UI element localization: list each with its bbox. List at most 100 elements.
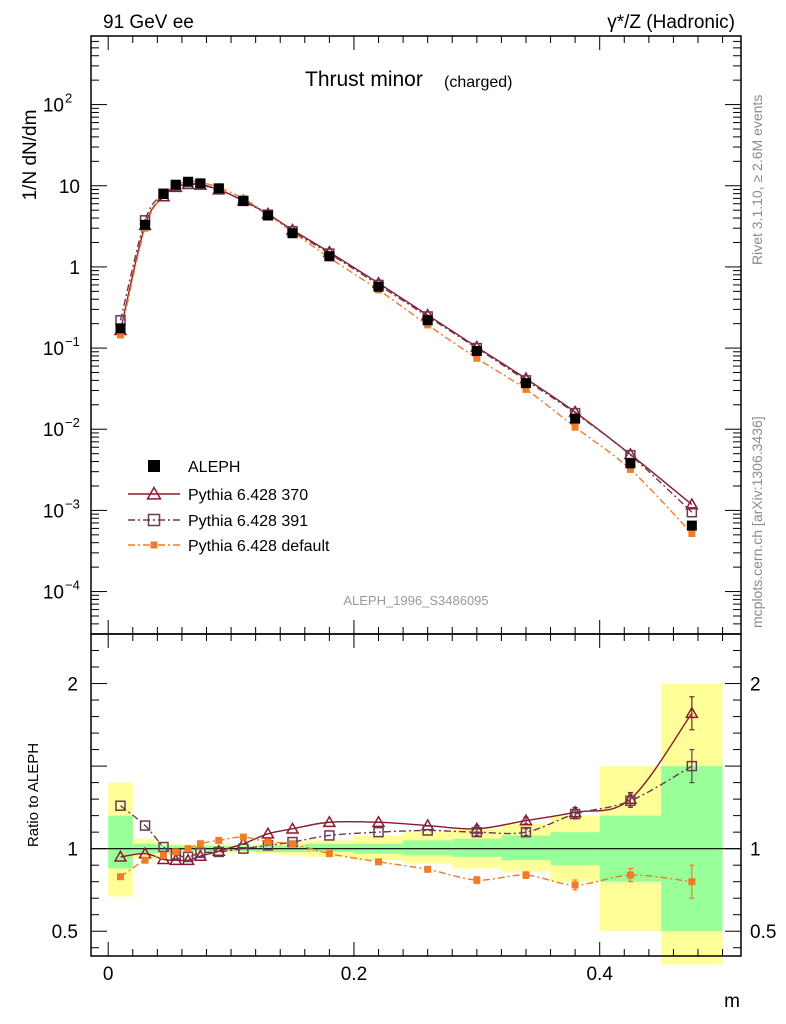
main-y-axis-label: 1/N dN/dm <box>20 110 41 201</box>
ratio-data-point <box>626 871 634 879</box>
main-y-tick-label: 10 <box>43 420 64 441</box>
ratio-data-point <box>625 795 636 807</box>
main-y-tick-exponent: −3 <box>65 496 80 511</box>
ratio-data-point <box>371 815 386 828</box>
legend-marker <box>147 513 161 527</box>
legend-marker <box>150 541 158 549</box>
main-data-point <box>473 354 481 362</box>
main-y-tick-label: 10 <box>43 501 64 522</box>
main-data-point <box>686 520 697 531</box>
ratio-green-band <box>108 815 133 869</box>
main-y-tick-label: 10 <box>43 583 64 604</box>
mcplots-label: mcplots.cern.ch [arXiv:1306.3436] <box>749 416 765 628</box>
ratio-data-point <box>139 820 151 831</box>
x-axis-label: m <box>724 991 740 1012</box>
ratio-data-point <box>215 836 223 844</box>
main-data-point <box>685 497 699 510</box>
ratio-data-point <box>322 815 337 828</box>
header-left-label: 91 GeV ee <box>103 12 194 33</box>
ratio-data-point <box>261 826 275 839</box>
main-y-tick-label: 10 <box>43 339 64 360</box>
ratio-data-point <box>569 808 581 820</box>
ratio-y-tick-label-right: 0.5 <box>750 922 776 943</box>
main-data-point <box>262 210 273 221</box>
legend-label: Pythia 6.428 391 <box>188 513 308 530</box>
ratio-data-point <box>471 826 483 838</box>
main-data-point <box>238 195 249 206</box>
ratio-data-point <box>213 846 225 858</box>
main-data-point <box>213 183 224 194</box>
ratio-data-point <box>571 881 579 889</box>
main-data-point <box>158 189 169 200</box>
main-data-point <box>571 423 579 431</box>
chart-subtitle: (charged) <box>444 74 512 91</box>
ratio-y-axis-label: Ratio to ALEPH <box>25 743 42 847</box>
ratio-data-point <box>325 850 333 858</box>
main-data-point <box>170 179 181 190</box>
ratio-data-point <box>172 848 180 856</box>
ratio-data-point <box>158 841 169 853</box>
main-data-point <box>373 281 384 292</box>
ratio-data-point <box>519 813 533 826</box>
ratio-data-point <box>473 876 481 884</box>
ratio-data-point <box>182 851 194 863</box>
main-series-line <box>119 183 693 506</box>
ratio-y-tick-label-right: 1 <box>750 840 761 861</box>
ratio-data-point <box>211 844 226 857</box>
ratio-y-tick-label-right: 2 <box>750 675 761 696</box>
ratio-series-line <box>120 765 693 858</box>
main-y-tick-label: 10 <box>43 96 64 117</box>
ratio-data-point <box>373 826 384 838</box>
ratio-data-point <box>264 838 272 846</box>
main-data-point <box>116 331 124 339</box>
x-tick-label: 0.4 <box>586 964 613 985</box>
ratio-data-point <box>375 858 383 866</box>
ratio-data-point <box>115 800 126 811</box>
main-data-point <box>625 458 636 469</box>
ratio-data-point <box>116 873 124 881</box>
ratio-data-point <box>141 856 149 864</box>
main-data-point <box>324 251 335 262</box>
chart-title: Thrust minor <box>305 68 423 91</box>
main-data-point <box>287 228 298 239</box>
legend-label: Pythia 6.428 370 <box>188 487 308 504</box>
analysis-label: ALEPH_1996_S3486095 <box>343 593 488 608</box>
main-data-point <box>183 176 194 187</box>
main-y-tick-label: 10 <box>59 177 80 198</box>
ratio-green-band <box>452 838 502 857</box>
main-data-point <box>626 465 634 473</box>
ratio-data-point <box>420 818 435 831</box>
ratio-data-point <box>688 878 696 886</box>
x-tick-label: 0.2 <box>341 964 367 985</box>
ratio-data-point <box>196 840 204 848</box>
main-data-point <box>520 378 531 389</box>
legend-marker <box>146 485 162 500</box>
main-data-point <box>570 413 581 424</box>
ratio-data-point <box>239 833 247 841</box>
ratio-y-tick-label-left: 0.5 <box>52 922 78 943</box>
ratio-y-tick-label-left: 2 <box>67 675 78 696</box>
ratio-plot-frame <box>90 633 742 957</box>
main-data-point <box>140 219 151 230</box>
main-data-point <box>686 506 698 518</box>
ratio-data-point <box>195 847 206 859</box>
main-data-point <box>688 529 696 537</box>
main-series-line <box>119 180 693 534</box>
legend-label: Pythia 6.428 default <box>188 538 330 555</box>
ratio-green-band <box>403 840 453 856</box>
ratio-data-point <box>184 845 192 853</box>
main-y-tick-exponent: −1 <box>65 334 80 349</box>
ratio-data-point <box>520 826 532 838</box>
ratio-data-point <box>113 849 128 862</box>
header-right-label: γ*/Z (Hadronic) <box>607 12 735 33</box>
ratio-data-point <box>424 865 432 873</box>
ratio-data-point <box>285 821 300 834</box>
main-y-tick-exponent: 2 <box>65 91 72 106</box>
ratio-data-point <box>238 843 249 854</box>
legend-marker <box>148 460 160 472</box>
main-data-point <box>522 385 530 393</box>
ratio-series-line <box>120 712 693 862</box>
main-data-point <box>115 323 126 334</box>
main-y-tick-exponent: −4 <box>65 578 80 593</box>
